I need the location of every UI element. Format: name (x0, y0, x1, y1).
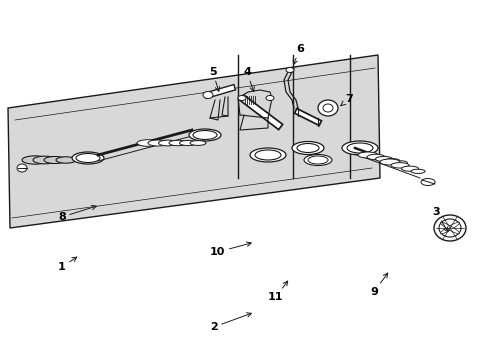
Ellipse shape (401, 166, 418, 171)
Ellipse shape (438, 219, 460, 237)
Ellipse shape (44, 157, 66, 163)
Text: 7: 7 (340, 94, 352, 105)
Ellipse shape (410, 169, 424, 174)
Ellipse shape (440, 222, 459, 234)
Ellipse shape (304, 154, 331, 166)
Ellipse shape (190, 141, 205, 145)
Ellipse shape (317, 100, 337, 116)
Text: 8: 8 (58, 205, 96, 222)
Text: 3: 3 (431, 207, 447, 232)
Ellipse shape (137, 140, 159, 146)
Text: 5: 5 (208, 67, 219, 91)
Ellipse shape (296, 144, 318, 153)
Ellipse shape (392, 161, 407, 165)
Text: 6: 6 (292, 44, 303, 64)
Ellipse shape (291, 141, 324, 154)
Ellipse shape (33, 156, 57, 164)
Ellipse shape (203, 91, 213, 99)
Ellipse shape (158, 140, 177, 146)
Text: 10: 10 (209, 242, 251, 257)
Ellipse shape (357, 152, 377, 158)
Ellipse shape (285, 68, 293, 72)
Text: 4: 4 (243, 67, 254, 91)
Ellipse shape (148, 140, 168, 146)
Ellipse shape (22, 156, 48, 164)
Ellipse shape (76, 153, 100, 162)
Ellipse shape (193, 131, 217, 140)
Ellipse shape (17, 164, 27, 172)
Ellipse shape (433, 215, 465, 241)
Text: 2: 2 (209, 313, 251, 332)
Ellipse shape (375, 157, 392, 162)
Ellipse shape (440, 222, 459, 234)
Ellipse shape (420, 179, 434, 185)
Ellipse shape (238, 95, 245, 100)
Polygon shape (8, 55, 379, 228)
Text: 1: 1 (58, 257, 77, 272)
Ellipse shape (56, 157, 76, 163)
Ellipse shape (249, 148, 285, 162)
Ellipse shape (179, 140, 196, 145)
Text: 11: 11 (267, 281, 287, 302)
Ellipse shape (265, 95, 273, 100)
Ellipse shape (346, 143, 372, 153)
Ellipse shape (366, 154, 384, 160)
Text: 9: 9 (369, 273, 387, 297)
Ellipse shape (307, 156, 327, 164)
Ellipse shape (341, 141, 377, 155)
Ellipse shape (72, 152, 104, 164)
Ellipse shape (323, 104, 332, 112)
Ellipse shape (169, 140, 186, 146)
Ellipse shape (383, 159, 399, 163)
Ellipse shape (189, 129, 221, 141)
Ellipse shape (254, 150, 281, 160)
Ellipse shape (379, 159, 399, 165)
Ellipse shape (390, 163, 408, 168)
